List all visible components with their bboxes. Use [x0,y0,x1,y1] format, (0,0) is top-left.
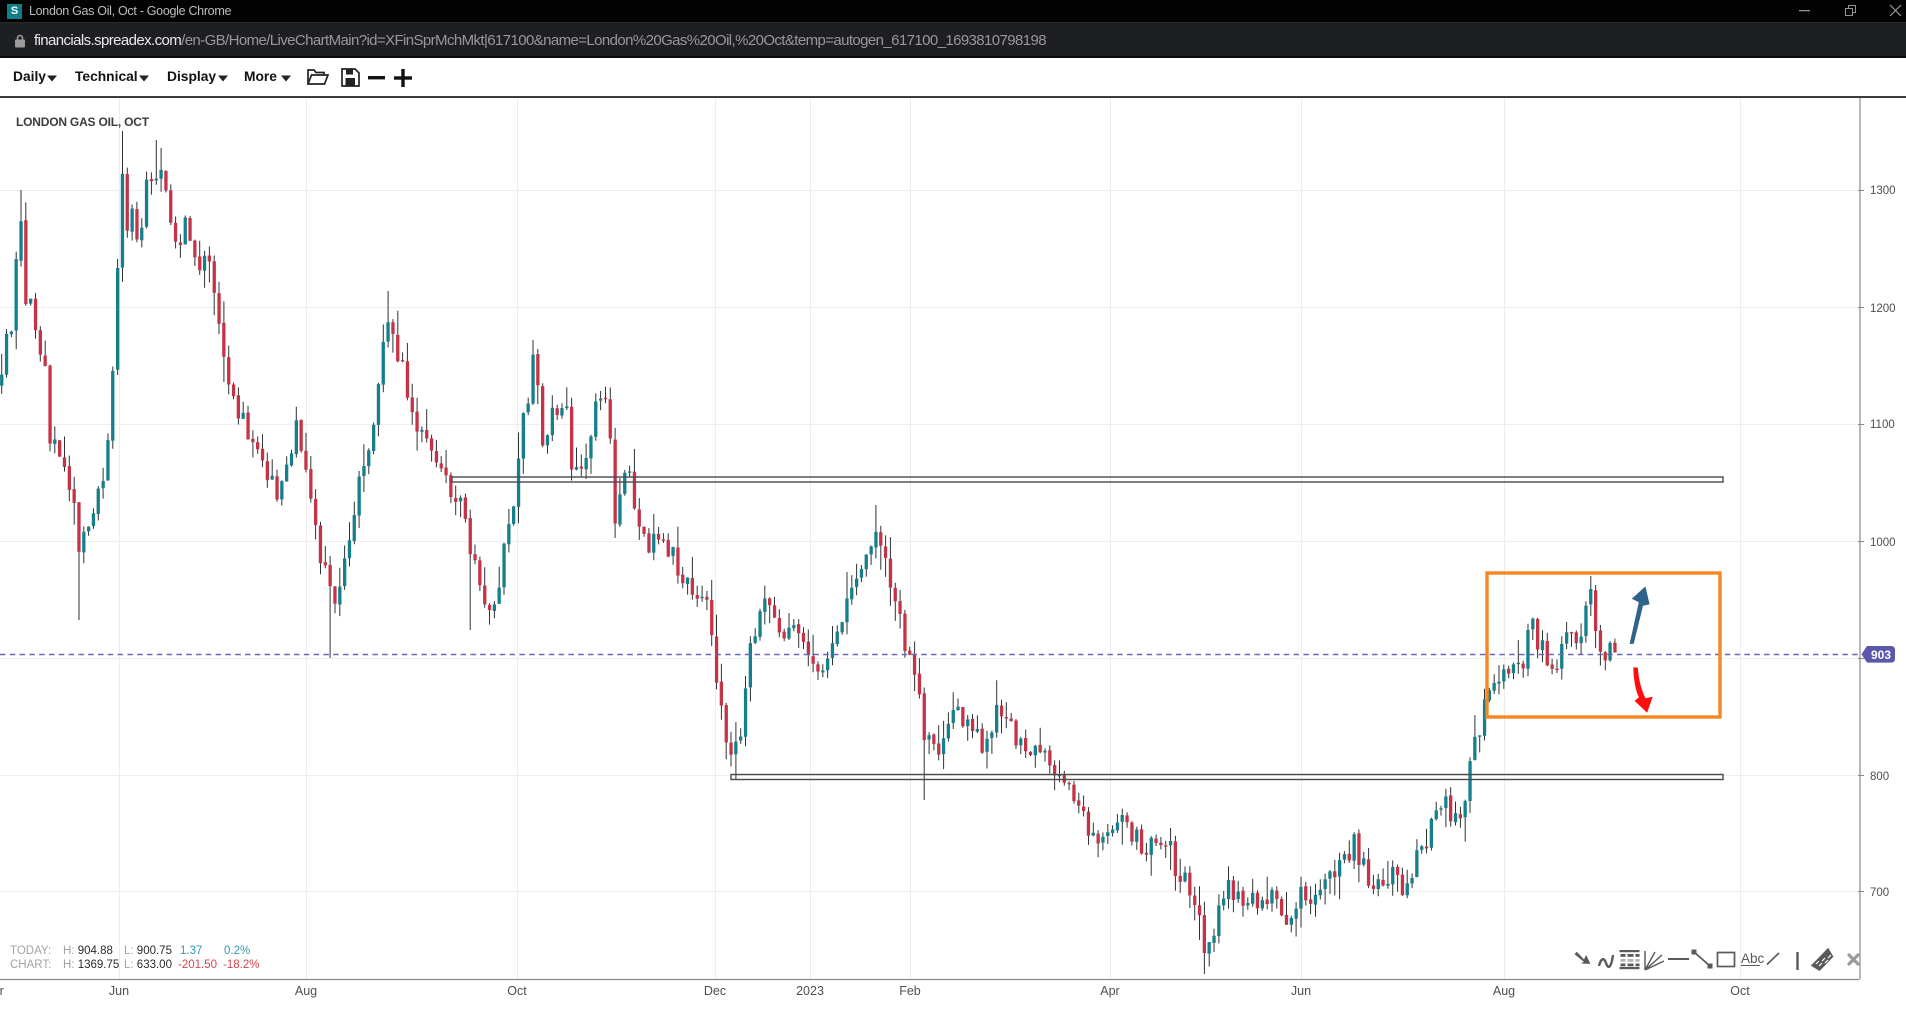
svg-text:1000: 1000 [1870,537,1896,549]
svg-text:-201.50: -201.50 [178,959,217,971]
svg-text:1100: 1100 [1870,419,1895,431]
svg-text:Apr: Apr [1100,984,1119,998]
svg-text:Jun: Jun [109,984,129,998]
svg-text:Apr: Apr [0,984,4,998]
svg-text:H: 1369.75: H: 1369.75 [63,959,119,971]
svg-text:Aug: Aug [1493,984,1515,998]
svg-text:CHART:: CHART: [10,959,51,971]
svg-text:700: 700 [1870,887,1889,899]
svg-text:903: 903 [1871,648,1891,662]
svg-text:L: 633.00: L: 633.00 [124,959,172,971]
svg-text:Abc: Abc [1741,951,1765,966]
svg-text:1300: 1300 [1870,185,1896,197]
svg-text:1.37: 1.37 [180,945,202,957]
svg-text:2023: 2023 [796,984,824,998]
svg-text:Oct: Oct [1730,984,1750,998]
svg-text:TODAY:: TODAY: [10,945,51,957]
svg-text:L: 900.75: L: 900.75 [124,945,172,957]
svg-text:-18.2%: -18.2% [223,959,259,971]
svg-text:H: 904.88: H: 904.88 [63,945,113,957]
svg-text:1200: 1200 [1870,303,1896,315]
svg-text:Aug: Aug [295,984,317,998]
svg-text:0.2%: 0.2% [224,945,250,957]
svg-text:Feb: Feb [899,984,921,998]
svg-text:LONDON GAS OIL, OCT: LONDON GAS OIL, OCT [16,115,150,129]
svg-text:Dec: Dec [704,984,726,998]
svg-text:800: 800 [1870,771,1889,783]
svg-text:Jun: Jun [1291,984,1311,998]
svg-text:Oct: Oct [507,984,527,998]
